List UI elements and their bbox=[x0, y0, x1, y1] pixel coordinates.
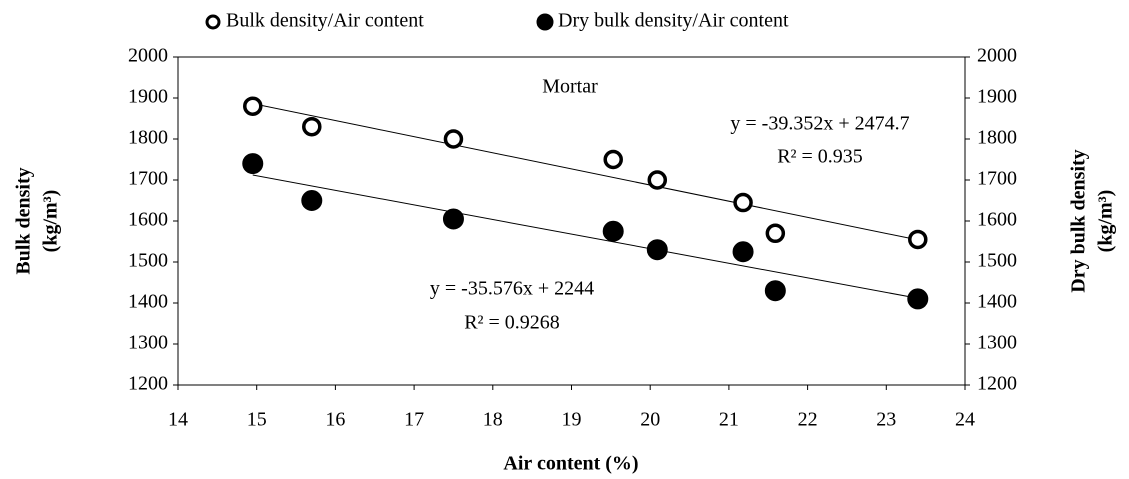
scatter-point bbox=[602, 220, 624, 242]
legend-label: Dry bulk density/Air content bbox=[558, 10, 789, 32]
trendline bbox=[252, 174, 918, 299]
x-tick-label: 24 bbox=[955, 409, 975, 431]
y-tick-label: 2000 bbox=[128, 45, 168, 67]
y2-tick-label: 1800 bbox=[977, 127, 1017, 149]
scatter-point bbox=[302, 116, 322, 137]
y-tick-label: 1200 bbox=[128, 373, 168, 395]
y-tick-label: 1700 bbox=[128, 168, 168, 190]
trendline-equation: y = -35.576x + 2244 bbox=[430, 278, 594, 300]
trendline-r2: R² = 0.9268 bbox=[464, 312, 560, 334]
legend-label: Bulk density/Air content bbox=[226, 10, 424, 32]
y-axis-label: (kg/m³) bbox=[40, 190, 62, 253]
legend-marker bbox=[536, 13, 554, 31]
x-tick-label: 16 bbox=[325, 409, 345, 431]
x-axis-label: Air content (%) bbox=[503, 453, 638, 475]
chart-title: Mortar bbox=[542, 76, 598, 98]
y2-tick-label: 1500 bbox=[977, 250, 1017, 272]
scatter-point bbox=[603, 149, 623, 170]
scatter-point bbox=[733, 192, 753, 213]
y-tick-label: 1300 bbox=[128, 332, 168, 354]
x-tick-label: 21 bbox=[719, 409, 739, 431]
trendline-r2: R² = 0.935 bbox=[777, 146, 863, 168]
y-tick-label: 1500 bbox=[128, 250, 168, 272]
y2-tick-label: 2000 bbox=[977, 45, 1017, 67]
scatter-point bbox=[443, 129, 464, 149]
scatter-point bbox=[732, 241, 754, 263]
x-tick-label: 18 bbox=[483, 409, 503, 431]
trendline bbox=[252, 103, 918, 241]
y-axis-label: Bulk density bbox=[13, 167, 35, 274]
y2-tick-label: 1400 bbox=[977, 291, 1017, 313]
y2-axis-label: Dry bulk density bbox=[1068, 149, 1090, 292]
y2-tick-label: 1900 bbox=[977, 86, 1017, 108]
x-tick-label: 23 bbox=[876, 409, 896, 431]
y2-tick-label: 1700 bbox=[977, 168, 1017, 190]
scatter-point bbox=[301, 190, 323, 211]
y-tick-label: 1800 bbox=[128, 127, 168, 149]
scatter-point bbox=[907, 288, 929, 310]
y-tick-label: 1600 bbox=[128, 209, 168, 231]
y-tick-label: 1900 bbox=[128, 86, 168, 108]
scatter-point bbox=[764, 280, 786, 302]
y2-tick-label: 1200 bbox=[977, 373, 1017, 395]
y2-tick-label: 1600 bbox=[977, 209, 1017, 231]
legend-marker bbox=[205, 14, 221, 30]
x-tick-label: 22 bbox=[798, 409, 818, 431]
trendline-equation: y = -39.352x + 2474.7 bbox=[730, 113, 909, 135]
y2-tick-label: 1300 bbox=[977, 332, 1017, 354]
scatter-point bbox=[765, 223, 786, 244]
y-tick-label: 1400 bbox=[128, 291, 168, 313]
scatter-point bbox=[908, 229, 928, 250]
x-tick-label: 15 bbox=[247, 409, 267, 431]
x-tick-label: 19 bbox=[562, 409, 582, 431]
plot-frame bbox=[177, 56, 966, 386]
scatter-point bbox=[243, 96, 263, 116]
x-tick-label: 14 bbox=[168, 409, 188, 431]
scatter-point bbox=[242, 153, 264, 175]
x-tick-label: 20 bbox=[640, 409, 660, 431]
x-tick-label: 17 bbox=[404, 409, 424, 431]
scatter-point bbox=[647, 170, 668, 190]
y2-axis-label: (kg/m³) bbox=[1095, 190, 1117, 253]
scatter-point bbox=[646, 239, 668, 261]
scatter-point bbox=[442, 208, 464, 230]
